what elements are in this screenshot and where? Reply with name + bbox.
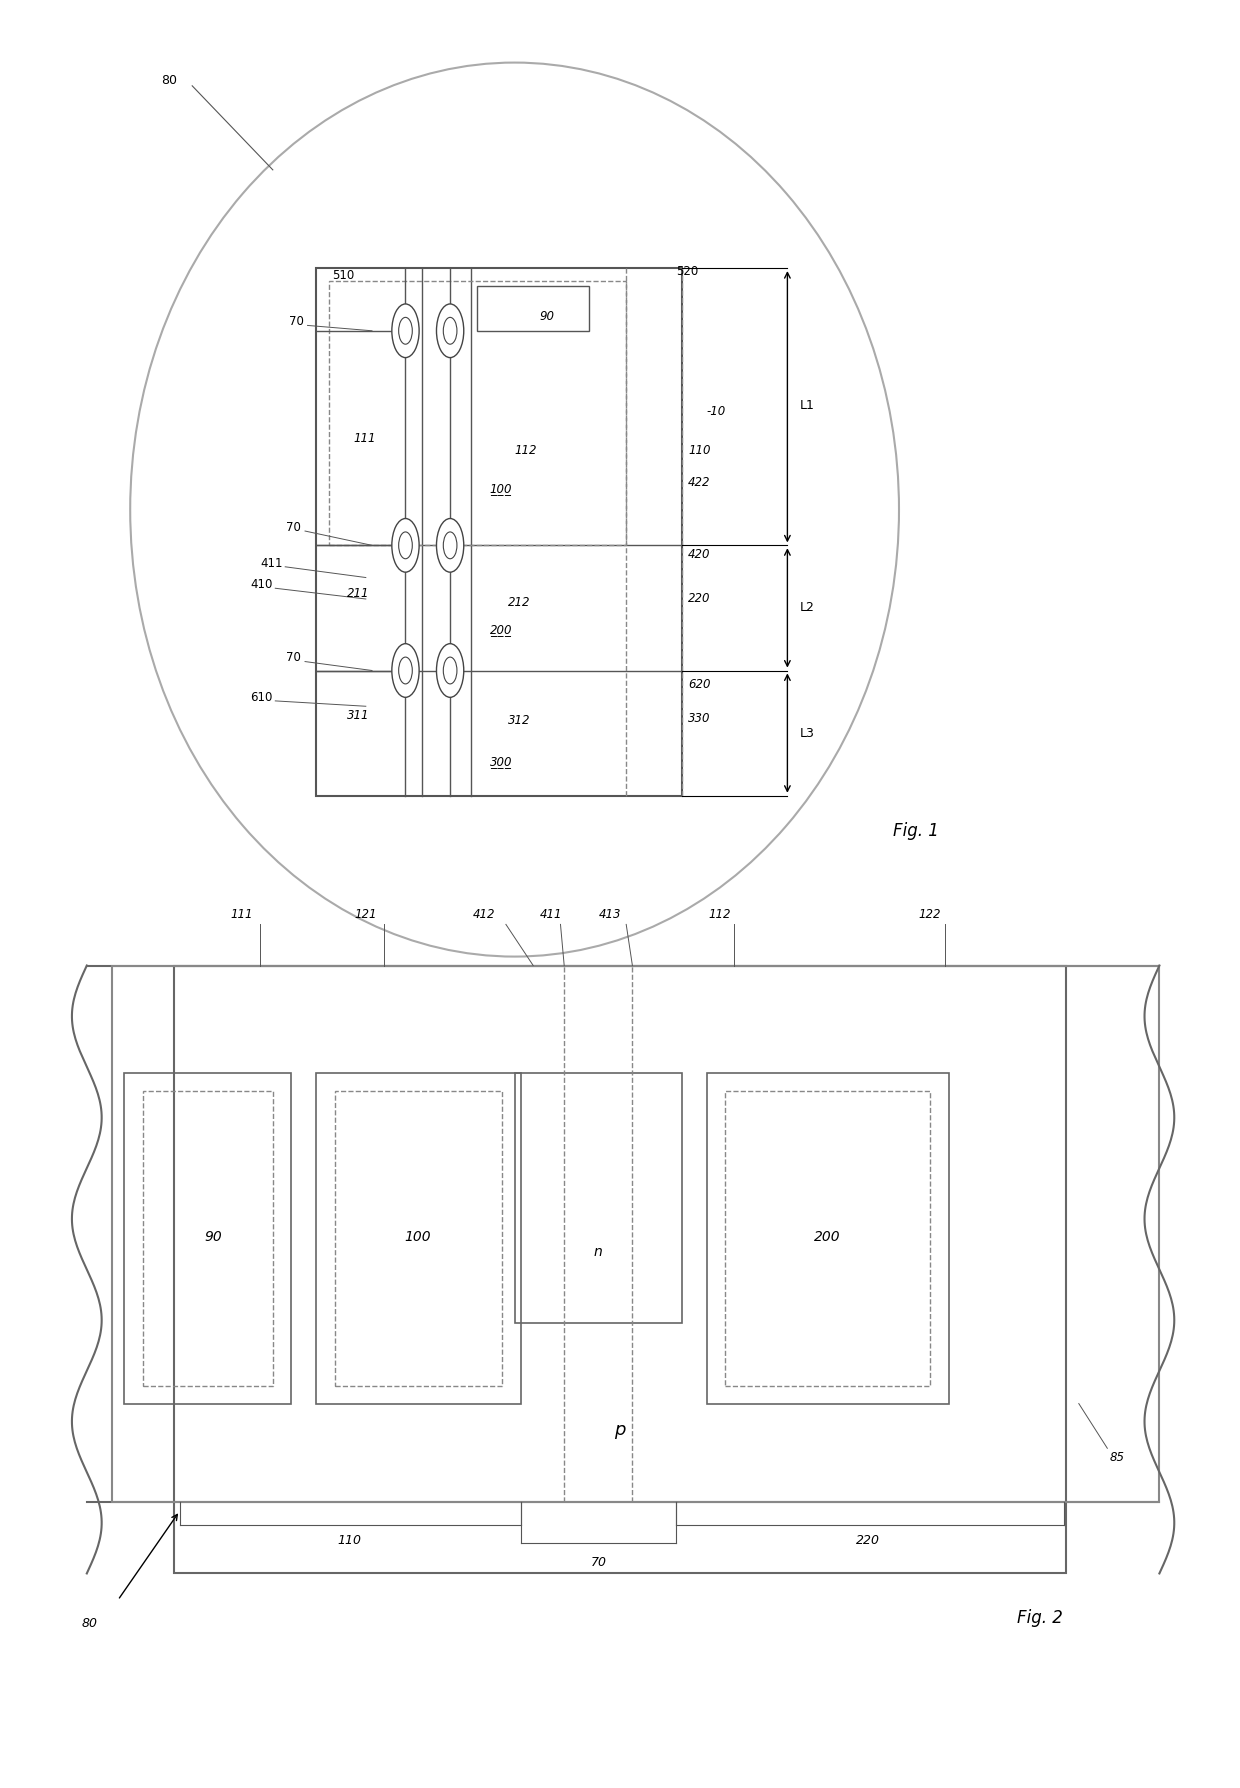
Text: 200: 200 bbox=[813, 1230, 841, 1244]
Bar bbox=[124, 1073, 291, 1404]
Text: L3: L3 bbox=[800, 726, 815, 740]
Bar bbox=[174, 966, 1066, 1573]
Text: 90: 90 bbox=[205, 1230, 222, 1244]
Text: 620: 620 bbox=[688, 678, 711, 692]
Text: Fig. 1: Fig. 1 bbox=[893, 822, 939, 840]
Ellipse shape bbox=[444, 318, 456, 345]
Text: 112: 112 bbox=[515, 443, 537, 458]
Ellipse shape bbox=[399, 656, 412, 685]
Text: 220: 220 bbox=[856, 1534, 880, 1547]
Text: 3̲0̲0̲: 3̲0̲0̲ bbox=[490, 755, 512, 769]
Ellipse shape bbox=[444, 533, 456, 560]
Bar bbox=[316, 268, 682, 796]
Ellipse shape bbox=[399, 318, 412, 345]
Ellipse shape bbox=[392, 304, 419, 358]
Text: 410: 410 bbox=[250, 578, 273, 592]
Text: 121: 121 bbox=[355, 908, 377, 921]
Text: 85: 85 bbox=[1110, 1450, 1125, 1464]
Text: 100: 100 bbox=[404, 1230, 432, 1244]
Text: 211: 211 bbox=[347, 586, 370, 601]
Text: 111: 111 bbox=[231, 908, 253, 921]
Text: 412: 412 bbox=[472, 908, 495, 921]
Bar bbox=[316, 1073, 521, 1404]
Text: 411: 411 bbox=[260, 556, 283, 570]
Text: 80: 80 bbox=[161, 73, 177, 88]
Ellipse shape bbox=[444, 656, 456, 685]
Text: 110: 110 bbox=[337, 1534, 362, 1547]
Text: 2̲0̲0̲: 2̲0̲0̲ bbox=[490, 622, 512, 637]
Text: 610: 610 bbox=[250, 690, 273, 704]
Text: 312: 312 bbox=[508, 713, 531, 728]
Ellipse shape bbox=[392, 519, 419, 572]
Text: 413: 413 bbox=[599, 908, 621, 921]
Ellipse shape bbox=[392, 644, 419, 697]
Bar bbox=[112, 966, 1159, 1502]
Bar bbox=[477, 286, 589, 331]
Ellipse shape bbox=[436, 519, 464, 572]
Text: L2: L2 bbox=[800, 601, 815, 615]
Bar bbox=[335, 1091, 502, 1386]
Text: p: p bbox=[614, 1421, 626, 1439]
Text: Fig. 2: Fig. 2 bbox=[1017, 1609, 1063, 1627]
Bar bbox=[143, 1091, 273, 1386]
Text: 520: 520 bbox=[676, 265, 698, 279]
Bar bbox=[329, 281, 626, 545]
Text: 420: 420 bbox=[688, 547, 711, 561]
Text: 1̲0̲0̲: 1̲0̲0̲ bbox=[490, 481, 512, 495]
Bar bbox=[725, 1091, 930, 1386]
Text: L1: L1 bbox=[800, 399, 815, 413]
Ellipse shape bbox=[130, 63, 899, 957]
Text: 70: 70 bbox=[289, 315, 304, 329]
Text: 70: 70 bbox=[591, 1556, 606, 1568]
Ellipse shape bbox=[399, 533, 412, 560]
Text: 70: 70 bbox=[286, 651, 301, 665]
Ellipse shape bbox=[436, 304, 464, 358]
Bar bbox=[707, 1073, 949, 1404]
Text: n: n bbox=[593, 1244, 603, 1259]
Text: 311: 311 bbox=[347, 708, 370, 722]
Text: 80: 80 bbox=[82, 1616, 97, 1631]
Text: 70: 70 bbox=[286, 520, 301, 535]
Text: 510: 510 bbox=[332, 268, 355, 283]
Text: 122: 122 bbox=[919, 908, 941, 921]
Text: 111: 111 bbox=[353, 431, 376, 445]
Ellipse shape bbox=[436, 644, 464, 697]
Text: 90: 90 bbox=[539, 309, 554, 324]
Text: -10: -10 bbox=[707, 404, 727, 418]
Text: 411: 411 bbox=[539, 908, 562, 921]
Bar bbox=[515, 1073, 682, 1323]
Text: 112: 112 bbox=[708, 908, 730, 921]
Text: 422: 422 bbox=[688, 476, 711, 490]
Text: 110: 110 bbox=[688, 443, 711, 458]
Text: 220: 220 bbox=[688, 592, 711, 606]
Text: 212: 212 bbox=[508, 595, 531, 610]
Text: 330: 330 bbox=[688, 712, 711, 726]
